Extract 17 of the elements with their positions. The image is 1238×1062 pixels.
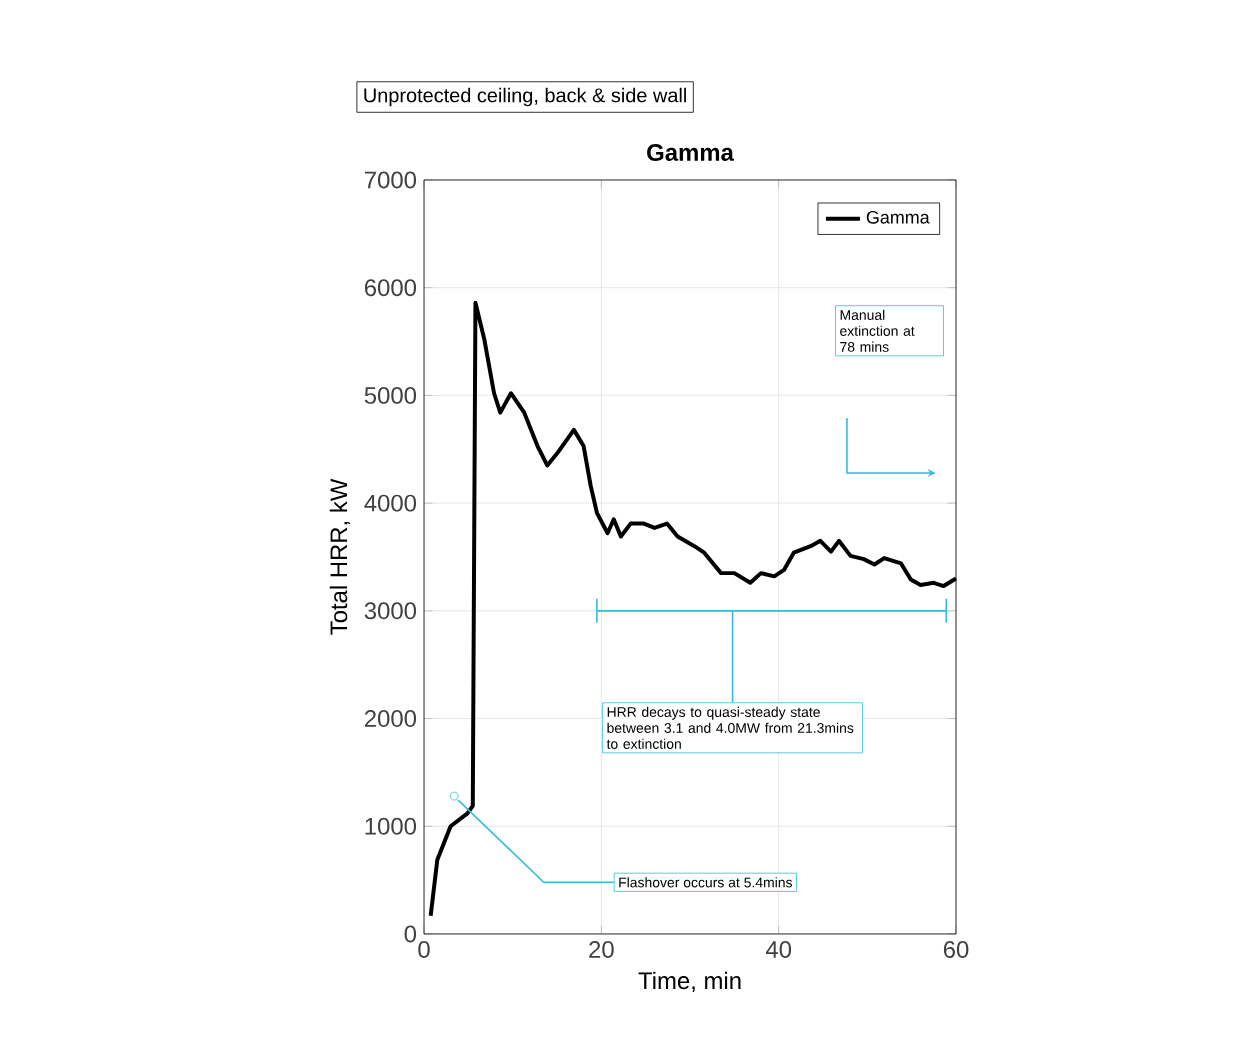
x-tick-label: 40 bbox=[765, 941, 792, 958]
text: Unprotected ceiling, back & side wall bbox=[364, 87, 686, 107]
y-tick-label: 0 bbox=[404, 925, 417, 943]
y-tick-label: 2000 bbox=[364, 710, 417, 727]
chart-title: Gamma bbox=[647, 144, 734, 161]
y-tick-label: 1000 bbox=[365, 817, 417, 835]
y-tick-label: 5000 bbox=[364, 386, 417, 404]
y-axis-title: Total HRR, kW bbox=[329, 478, 351, 635]
y-tick-label: 3000 bbox=[364, 602, 417, 620]
x-tick-label: 20 bbox=[589, 941, 614, 958]
y-tick-label: 6000 bbox=[365, 279, 417, 297]
x-tick-label: 60 bbox=[943, 941, 969, 958]
y-tick-label: 4000 bbox=[364, 494, 417, 512]
y-tick-label: 7000 bbox=[365, 171, 417, 189]
legend-label: Gamma bbox=[866, 210, 930, 224]
x-axis-title: Time, min bbox=[638, 971, 741, 993]
x-tick-label: 0 bbox=[418, 941, 430, 958]
